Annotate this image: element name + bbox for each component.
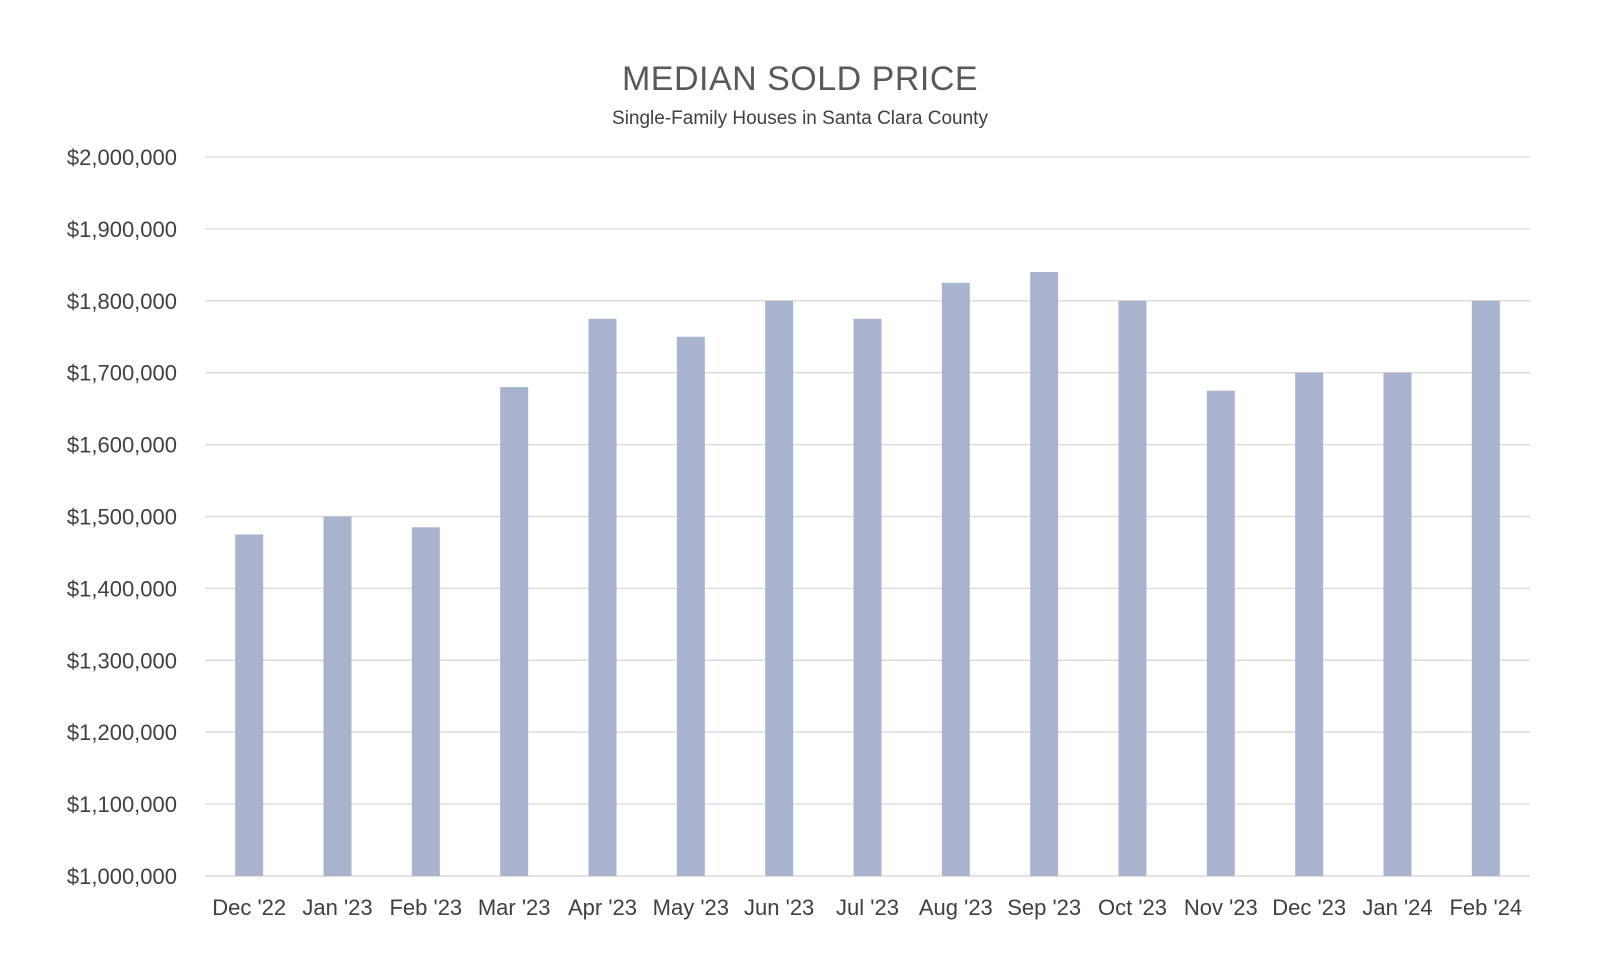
bar xyxy=(941,282,970,876)
y-tick-label: $1,300,000 xyxy=(67,648,177,673)
y-tick-label: $1,700,000 xyxy=(67,361,177,386)
x-tick-label: Aug '23 xyxy=(919,895,993,920)
y-tick-label: $1,200,000 xyxy=(67,720,177,745)
x-tick-label: Mar '23 xyxy=(478,895,551,920)
bar xyxy=(500,387,529,876)
x-tick-label: Feb '24 xyxy=(1449,895,1522,920)
bar xyxy=(1471,300,1500,876)
bar xyxy=(588,318,617,876)
y-tick-label: $2,000,000 xyxy=(67,145,177,170)
bar xyxy=(1206,390,1235,876)
bar xyxy=(1118,300,1147,876)
x-tick-label: Jul '23 xyxy=(836,895,899,920)
bar xyxy=(1295,372,1324,876)
y-tick-label: $1,000,000 xyxy=(67,864,177,889)
bar xyxy=(676,336,705,876)
bar xyxy=(323,516,352,876)
chart-subtitle: Single-Family Houses in Santa Clara Coun… xyxy=(612,108,988,129)
x-tick-label: Dec '22 xyxy=(212,895,286,920)
y-tick-label: $1,100,000 xyxy=(67,792,177,817)
bar xyxy=(411,527,440,876)
x-axis-ticks: Dec '22 Jan '23 Feb '23 Mar '23 Apr '23 May '… xyxy=(212,895,1522,920)
bar xyxy=(765,300,794,876)
y-tick-label: $1,500,000 xyxy=(67,505,177,530)
x-tick-label: Jun '23 xyxy=(744,895,814,920)
y-tick-label: $1,900,000 xyxy=(67,217,177,242)
x-tick-label: Sep '23 xyxy=(1007,895,1081,920)
y-tick-label: $1,400,000 xyxy=(67,576,177,601)
bar xyxy=(1383,372,1412,876)
chart-title: MEDIAN SOLD PRICE xyxy=(621,60,979,98)
x-tick-label: Jan '24 xyxy=(1362,895,1432,920)
x-tick-label: Feb '23 xyxy=(389,895,462,920)
y-tick-label: $1,800,000 xyxy=(67,289,177,314)
x-tick-label: Dec '23 xyxy=(1272,895,1346,920)
x-tick-label: May '23 xyxy=(653,895,729,920)
y-axis-ticks: $1,000,000 $1,100,000 $1,200,000 $1,300,000… xyxy=(67,145,177,889)
y-tick-label: $1,600,000 xyxy=(67,433,177,458)
bars xyxy=(235,272,1500,876)
x-tick-label: Apr '23 xyxy=(568,895,637,920)
bar xyxy=(1030,272,1059,876)
bar xyxy=(235,534,264,876)
x-tick-label: Oct '23 xyxy=(1098,895,1167,920)
x-tick-label: Nov '23 xyxy=(1184,895,1258,920)
bar xyxy=(853,318,882,876)
x-tick-label: Jan '23 xyxy=(302,895,372,920)
